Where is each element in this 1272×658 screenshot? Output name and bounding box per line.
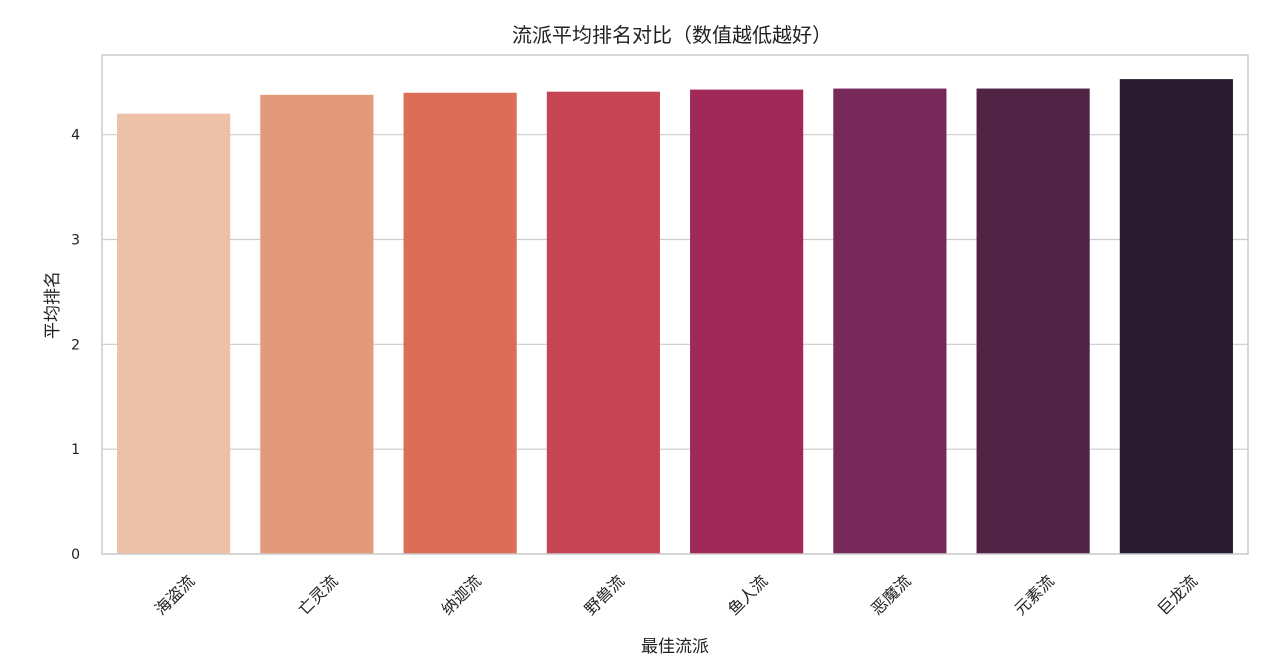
bar-2 <box>260 94 374 555</box>
chart-title: 流派平均排名对比（数值越低越好） <box>512 23 832 47</box>
y-tick-label: 0 <box>71 547 80 563</box>
y-tick-label: 3 <box>71 233 80 249</box>
y-tick-label: 1 <box>71 442 80 458</box>
bars <box>117 79 1233 555</box>
x-tick-label: 纳迦流 <box>438 571 485 618</box>
x-tick-label: 元素流 <box>1011 571 1058 618</box>
bar-4 <box>546 91 660 555</box>
y-axis-label: 平均排名 <box>43 271 63 339</box>
bar-1 <box>117 113 231 555</box>
bar-7 <box>976 88 1090 555</box>
bar-6 <box>833 88 947 555</box>
x-tick-label: 鱼人流 <box>724 571 771 618</box>
y-tick-label: 4 <box>71 128 80 144</box>
bar-5 <box>690 89 804 554</box>
x-tick-label: 野兽流 <box>581 571 628 618</box>
x-tick-label: 亡灵流 <box>294 571 341 618</box>
bar-8 <box>1119 79 1233 555</box>
y-tick-label: 2 <box>71 337 80 353</box>
x-axis-label: 最佳流派 <box>641 637 709 657</box>
x-tick-label: 恶魔流 <box>867 571 914 618</box>
y-axis-ticks: 0 1 2 3 4 <box>71 128 80 563</box>
bar-3 <box>403 92 517 554</box>
x-tick-label: 海盗流 <box>151 571 198 618</box>
x-tick-label: 巨龙流 <box>1154 571 1201 618</box>
plot-frame <box>101 54 1249 555</box>
x-axis-ticks: 海盗流 亡灵流 纳迦流 野兽流 鱼人流 恶魔流 元素流 巨龙流 <box>151 571 1201 618</box>
